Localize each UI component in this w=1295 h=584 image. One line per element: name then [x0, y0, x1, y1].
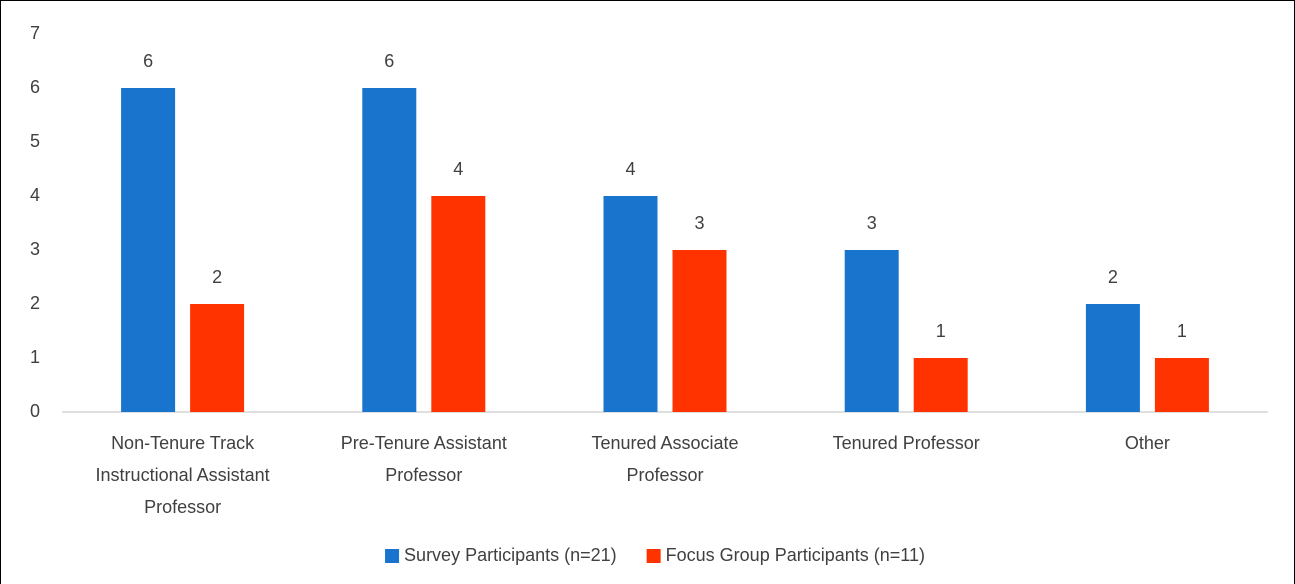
x-tick-label: Other: [1125, 433, 1170, 453]
data-label: 1: [1177, 321, 1187, 341]
bar: [1154, 358, 1209, 412]
bar: [913, 358, 968, 412]
data-label: 4: [625, 159, 635, 179]
data-label: 6: [384, 51, 394, 71]
bar: [1085, 304, 1140, 412]
legend-label: Focus Group Participants (n=11): [666, 545, 925, 565]
x-tick-label: Tenured Professor: [833, 433, 980, 453]
data-label: 3: [867, 213, 877, 233]
bar: [603, 196, 658, 412]
y-tick-label: 7: [30, 23, 40, 43]
x-tick-label: Tenured Associate Professor: [591, 433, 738, 485]
legend-swatch: [385, 549, 400, 563]
y-tick-label: 0: [30, 401, 40, 421]
data-label: 4: [453, 159, 463, 179]
bar: [121, 88, 176, 412]
y-tick-label: 3: [30, 239, 40, 259]
y-tick-label: 6: [30, 77, 40, 97]
y-tick-label: 5: [30, 131, 40, 151]
bar: [672, 250, 727, 412]
data-label: 1: [936, 321, 946, 341]
data-label: 2: [1108, 267, 1118, 287]
data-label: 6: [143, 51, 153, 71]
legend-swatch: [646, 549, 661, 563]
x-tick-label: Non-Tenure Track Instructional Assistant P…: [96, 433, 270, 517]
bar: [190, 304, 245, 412]
bar: [362, 88, 417, 412]
y-tick-label: 4: [30, 185, 40, 205]
data-label: 2: [212, 267, 222, 287]
data-label: 3: [694, 213, 704, 233]
bar: [431, 196, 486, 412]
y-tick-label: 2: [30, 293, 40, 313]
y-tick-label: 1: [30, 347, 40, 367]
legend-label: Survey Participants (n=21): [404, 545, 617, 565]
bar: [844, 250, 899, 412]
x-tick-label: Pre-Tenure Assistant Professor: [341, 433, 507, 485]
